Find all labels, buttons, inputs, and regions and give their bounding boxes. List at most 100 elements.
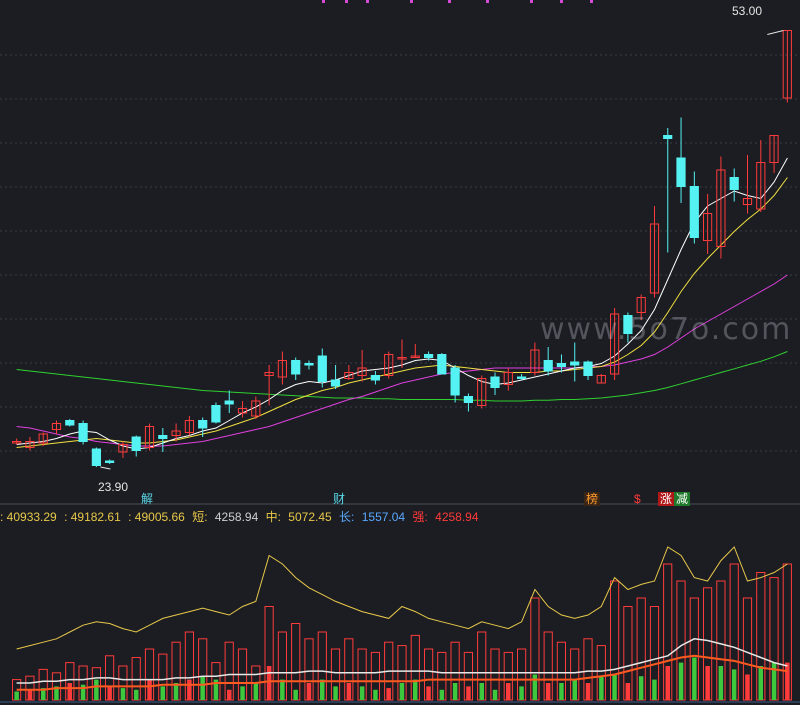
candle-up — [12, 441, 22, 444]
volume-bar — [291, 623, 301, 701]
candle-up — [357, 367, 367, 376]
candle-down — [463, 396, 473, 403]
event-tag-ranking[interactable]: 榜 — [584, 492, 601, 506]
candle-down — [583, 361, 593, 376]
volume-inner-bar — [240, 686, 245, 700]
candle-down — [437, 354, 447, 375]
candle-up — [25, 441, 35, 448]
volume-inner-bar — [200, 676, 205, 700]
indicator-value-mid: 5072.45 — [288, 510, 332, 524]
indicator-value-short: 4258.94 — [214, 510, 259, 524]
volume-inner-bar — [173, 683, 179, 700]
candle-up — [384, 354, 394, 376]
indicator-value: : 49005.66 — [128, 510, 185, 524]
volume-inner-bar — [147, 679, 152, 700]
candle-up — [782, 30, 792, 99]
watermark: www.5o7o.com — [540, 312, 793, 347]
volume-inner-bar — [107, 686, 112, 700]
volume-inner-bar — [280, 679, 285, 700]
candle-down — [543, 360, 553, 372]
candle-up — [610, 313, 620, 375]
volume-inner-bar — [785, 662, 790, 700]
volume-inner-bar — [678, 662, 684, 700]
candle-down — [370, 375, 380, 381]
volume-inner-bar — [213, 679, 219, 700]
volume-inner-bar — [320, 679, 325, 700]
top-marker-dot — [530, 0, 533, 3]
candle-down — [91, 448, 102, 466]
volume-inner-bar — [652, 679, 657, 700]
candle-down — [729, 177, 739, 190]
ma-longer-line — [16, 351, 788, 402]
candle-up — [237, 408, 248, 414]
high-price-label: 53.00 — [732, 4, 763, 18]
volume-inner-bar — [399, 683, 405, 700]
volume-inner-bar — [572, 679, 577, 700]
volume-inner-bar — [492, 689, 498, 700]
top-marker-dot — [345, 0, 348, 3]
candle-up — [171, 430, 181, 436]
candle-down — [490, 376, 500, 388]
candle-down — [158, 435, 168, 439]
volume-inner-bar — [41, 688, 46, 700]
indicator-label-mid: 中: — [265, 510, 281, 524]
volume-inner-bar — [14, 691, 19, 700]
volume-inner-bar — [160, 686, 165, 700]
candle-up — [477, 378, 487, 406]
volume-inner-bar — [359, 686, 365, 700]
volume-inner-bar — [439, 689, 445, 700]
volume-inner-bar — [54, 686, 59, 700]
volume-inner-bar — [187, 679, 192, 700]
event-tag-finance[interactable]: 财 — [333, 492, 346, 506]
event-tag-unlock[interactable]: 解 — [141, 492, 154, 506]
candle-up — [410, 355, 420, 358]
event-tag-reduce[interactable]: 减 — [674, 492, 691, 506]
volume-inner-bar — [346, 683, 352, 700]
candle-up — [184, 420, 195, 433]
volume-inner-bar — [758, 666, 763, 700]
candle-down — [556, 363, 566, 367]
volume-inner-bar — [638, 676, 644, 700]
candle-down — [450, 367, 460, 396]
volume-inner-bar — [426, 686, 431, 700]
candle-up — [742, 198, 753, 205]
volume-inner-bar — [373, 689, 378, 700]
event-tag-limit-up[interactable]: 涨 — [658, 492, 675, 506]
candle-down — [517, 376, 527, 379]
high-pointer — [767, 30, 784, 35]
candle-up — [118, 444, 128, 453]
candle-up — [756, 162, 766, 210]
candle-down — [198, 420, 208, 429]
volume-inner-bar — [705, 666, 710, 700]
top-marker-dot — [560, 0, 563, 3]
volume-inner-bar — [306, 683, 312, 700]
indicator-label-short: 短: — [192, 510, 208, 524]
volume-inner-bar — [771, 662, 777, 700]
volume-inner-bar — [452, 683, 458, 700]
candle-down — [65, 420, 75, 426]
volume-inner-bar — [80, 684, 86, 700]
candle-down — [317, 355, 327, 382]
volume-inner-bar — [745, 674, 750, 700]
top-marker-dot — [410, 0, 413, 3]
volume-inner-bar — [253, 683, 259, 700]
volume-inner-bar — [27, 689, 33, 700]
indicator-info-bar: : 40933.29 : 49182.61 : 49005.66 短: 4258… — [0, 508, 483, 526]
top-marker-dot — [322, 0, 325, 3]
candle-down — [623, 315, 633, 334]
volume-inner-bar — [67, 683, 72, 700]
volume-inner-bar — [386, 688, 391, 700]
candle-up — [51, 423, 62, 430]
top-marker-dot — [448, 0, 451, 3]
indicator-value: : 49182.61 — [64, 510, 121, 524]
candle-up — [636, 297, 646, 313]
indicator-value-strong: 4258.94 — [435, 510, 479, 524]
indicator-value-long: 1557.04 — [361, 510, 406, 524]
event-tag-dollar[interactable]: $ — [634, 492, 641, 506]
top-marker-dot — [366, 0, 369, 3]
candle-up — [344, 372, 354, 379]
indicator-label-long: 长: — [339, 510, 355, 524]
volume-inner-bar — [227, 689, 232, 700]
volume-inner-bar — [625, 683, 631, 700]
